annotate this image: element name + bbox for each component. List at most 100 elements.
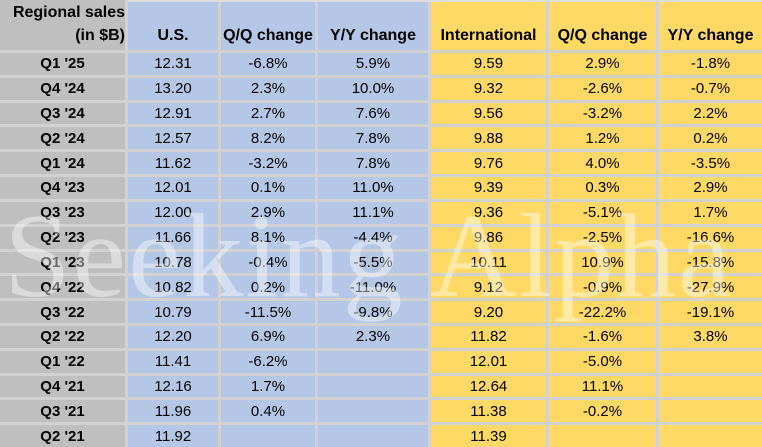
cell-intl-sales: 12.01 xyxy=(431,350,546,373)
cell-intl-sales: 11.39 xyxy=(431,425,546,447)
cell-us-qq-change: -3.2% xyxy=(221,152,315,175)
cell-intl-qq-change: -1.6% xyxy=(549,325,656,348)
cell-intl-qq-change: 10.9% xyxy=(549,251,656,274)
cell-us-qq-change: 6.9% xyxy=(221,325,315,348)
cell-us-qq-change: 2.9% xyxy=(221,201,315,224)
cell-intl-qq-change: -5.0% xyxy=(549,350,656,373)
cell-intl-qq-change: 2.9% xyxy=(549,53,656,75)
row-label: Q3 '21 xyxy=(0,400,125,423)
cell-us-yy-change xyxy=(318,425,428,447)
cell-intl-sales: 9.12 xyxy=(431,276,546,299)
cell-intl-sales: 12.64 xyxy=(431,375,546,398)
cell-us-qq-change: 2.3% xyxy=(221,77,315,100)
cell-us-sales: 10.79 xyxy=(128,301,218,323)
row-label: Q4 '24 xyxy=(0,77,125,100)
cell-intl-qq-change: 11.1% xyxy=(549,375,656,398)
col-header-intl-yy-change: Y/Y change xyxy=(659,0,762,50)
cell-intl-yy-change: -15.8% xyxy=(659,251,762,274)
cell-us-sales: 12.20 xyxy=(128,325,218,348)
cell-intl-sales: 9.56 xyxy=(431,102,546,125)
cell-intl-qq-change: -2.5% xyxy=(549,226,656,249)
cell-us-yy-change: 5.9% xyxy=(318,53,428,75)
cell-intl-sales: 9.76 xyxy=(431,152,546,175)
row-label: Q1 '23 xyxy=(0,251,125,274)
col-header-intl-qq-change: Q/Q change xyxy=(549,0,656,50)
cell-us-sales: 11.96 xyxy=(128,400,218,423)
cell-intl-yy-change: -16.6% xyxy=(659,226,762,249)
col-header-us-qq-change: Q/Q change xyxy=(221,0,315,50)
cell-intl-qq-change: -22.2% xyxy=(549,301,656,323)
cell-intl-qq-change: -2.6% xyxy=(549,77,656,100)
cell-intl-qq-change xyxy=(549,425,656,447)
cell-intl-yy-change: 0.2% xyxy=(659,127,762,150)
cell-intl-yy-change xyxy=(659,425,762,447)
cell-us-qq-change: -11.5% xyxy=(221,301,315,323)
cell-us-qq-change: 0.4% xyxy=(221,400,315,423)
cell-us-yy-change xyxy=(318,350,428,373)
cell-intl-yy-change: -27.9% xyxy=(659,276,762,299)
cell-us-yy-change: 7.6% xyxy=(318,102,428,125)
cell-us-qq-change: 8.1% xyxy=(221,226,315,249)
cell-intl-sales: 9.59 xyxy=(431,53,546,75)
cell-us-sales: 13.20 xyxy=(128,77,218,100)
row-label: Q3 '23 xyxy=(0,201,125,224)
cell-us-sales: 12.31 xyxy=(128,53,218,75)
cell-us-sales: 11.92 xyxy=(128,425,218,447)
cell-intl-sales: 9.32 xyxy=(431,77,546,100)
cell-us-yy-change xyxy=(318,375,428,398)
cell-intl-qq-change: -3.2% xyxy=(549,102,656,125)
row-label: Q4 '21 xyxy=(0,375,125,398)
cell-intl-qq-change: -0.9% xyxy=(549,276,656,299)
cell-intl-yy-change: 1.7% xyxy=(659,201,762,224)
cell-us-yy-change: 11.0% xyxy=(318,177,428,199)
cell-intl-qq-change: 1.2% xyxy=(549,127,656,150)
cell-intl-yy-change: -1.8% xyxy=(659,53,762,75)
row-label: Q4 '22 xyxy=(0,276,125,299)
cell-us-sales: 12.01 xyxy=(128,177,218,199)
cell-intl-yy-change xyxy=(659,350,762,373)
row-label: Q2 '21 xyxy=(0,425,125,447)
cell-us-yy-change xyxy=(318,400,428,423)
cell-intl-sales: 9.20 xyxy=(431,301,546,323)
cell-us-yy-change: 2.3% xyxy=(318,325,428,348)
row-label: Q1 '25 xyxy=(0,53,125,75)
col-header-international: International xyxy=(431,0,546,50)
cell-intl-qq-change: -5.1% xyxy=(549,201,656,224)
cell-intl-sales: 9.39 xyxy=(431,177,546,199)
cell-us-yy-change: -5.5% xyxy=(318,251,428,274)
row-label: Q2 '23 xyxy=(0,226,125,249)
cell-us-sales: 12.16 xyxy=(128,375,218,398)
cell-us-sales: 11.41 xyxy=(128,350,218,373)
cell-intl-sales: 11.38 xyxy=(431,400,546,423)
cell-us-sales: 10.78 xyxy=(128,251,218,274)
cell-us-qq-change: 8.2% xyxy=(221,127,315,150)
cell-intl-qq-change: 0.3% xyxy=(549,177,656,199)
cell-us-yy-change: 7.8% xyxy=(318,127,428,150)
cell-intl-yy-change: 3.8% xyxy=(659,325,762,348)
cell-us-qq-change: -6.2% xyxy=(221,350,315,373)
cell-intl-qq-change: -0.2% xyxy=(549,400,656,423)
corner-header-line2: (in $B) xyxy=(75,26,125,44)
cell-us-sales: 12.57 xyxy=(128,127,218,150)
row-label: Q1 '22 xyxy=(0,350,125,373)
cell-us-qq-change: -0.4% xyxy=(221,251,315,274)
cell-intl-yy-change xyxy=(659,400,762,423)
cell-intl-sales: 10.11 xyxy=(431,251,546,274)
cell-us-yy-change: -9.8% xyxy=(318,301,428,323)
row-label: Q1 '24 xyxy=(0,152,125,175)
cell-intl-sales: 9.36 xyxy=(431,201,546,224)
cell-us-qq-change xyxy=(221,425,315,447)
cell-intl-yy-change: 2.2% xyxy=(659,102,762,125)
cell-intl-sales: 9.86 xyxy=(431,226,546,249)
cell-us-sales: 11.62 xyxy=(128,152,218,175)
col-header-us: U.S. xyxy=(128,0,218,50)
cell-intl-qq-change: 4.0% xyxy=(549,152,656,175)
cell-us-qq-change: 0.2% xyxy=(221,276,315,299)
cell-intl-yy-change: -19.1% xyxy=(659,301,762,323)
cell-intl-yy-change: -3.5% xyxy=(659,152,762,175)
cell-us-sales: 10.82 xyxy=(128,276,218,299)
cell-us-sales: 11.66 xyxy=(128,226,218,249)
cell-us-sales: 12.91 xyxy=(128,102,218,125)
